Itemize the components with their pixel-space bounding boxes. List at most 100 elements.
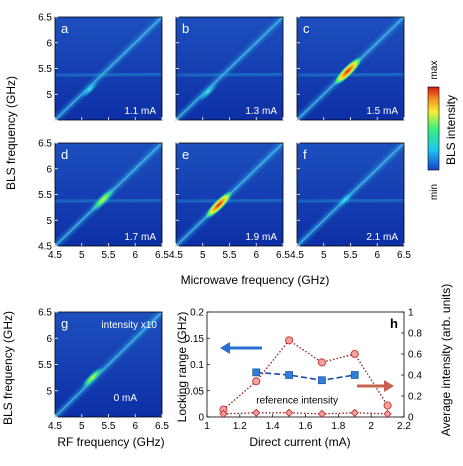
y-tick-label: 6 (46, 164, 52, 175)
current-label: 1.9 mA (245, 232, 277, 243)
locking-blob (81, 366, 104, 389)
map-panel-e: e 1.9 mA 4.5 5 5.5 6 6.5 (169, 142, 290, 261)
panel-letter: e (182, 147, 189, 162)
map-panel-f: f 2.1 mA 4.5 5 5.5 6 6.5 (290, 142, 411, 261)
y2-tick-label: 0 (408, 413, 414, 424)
locking-blob (204, 190, 233, 219)
map-panel-c: c 1.5 mA (296, 16, 405, 121)
y-tick-label: 6.5 (38, 13, 52, 24)
panel-letter: b (182, 21, 189, 36)
current-label: 1.5 mA (366, 106, 398, 117)
map-panel-a: a 1.1 mA 5 5.5 6 6.5 (38, 13, 163, 121)
x-tick-label: 5.5 (223, 250, 237, 261)
y-tick-label: 0.1 (190, 360, 204, 371)
reference-annotation: reference intensity (256, 395, 338, 406)
x-tick-label: 1.8 (331, 421, 345, 432)
map-panels-group: a 1.1 mA 5 5.5 6 6.5 b 1.3 mA c 1.5 mA d 1.7 mA 4.5 5… (38, 13, 411, 262)
x-tick-label: 4.5 (169, 250, 183, 261)
x-tick-label: 5 (79, 421, 85, 432)
reference-intensity-point (252, 408, 261, 417)
x-tick-label: 6 (132, 421, 138, 432)
average-intensity-point (252, 377, 261, 386)
top-ylabel: BLS frequency (GHz) (4, 76, 18, 190)
panel-letter: f (303, 147, 307, 162)
y-tick-label: 6.5 (38, 308, 52, 319)
y2-tick-label: 0.2 (408, 392, 422, 403)
locking-blob (81, 80, 99, 98)
x-tick-label: 5 (321, 250, 327, 261)
h-ylabel2: Average intensity (arb. units) (439, 284, 453, 437)
mode-band (176, 197, 283, 205)
reference-intensity-point (285, 408, 294, 417)
reference-intensity-line (223, 412, 388, 415)
current-label: 2.1 mA (366, 232, 398, 243)
x-tick-label: 6.5 (397, 250, 411, 261)
average-intensity-point (383, 401, 392, 410)
right-axis-arrow (357, 380, 394, 392)
locking-blob (337, 191, 353, 208)
map-panel-d: d 1.7 mA 4.5 5 5.5 6 6.5 4.5 5 5.5 6 6.5 (38, 139, 169, 262)
y-tick-label: 0 (198, 413, 204, 424)
x-tick-label: 6.5 (276, 250, 290, 261)
y-tick-label: 4.5 (38, 242, 52, 253)
average-intensity-line (222, 339, 389, 411)
panel-letter: a (61, 21, 69, 36)
colorbar-max-label: max (429, 61, 440, 80)
x-tick-label: 4.5 (290, 250, 304, 261)
locking-range-point (350, 371, 359, 379)
x-tick-label: 6.5 (155, 250, 169, 261)
y-tick-label: 6.5 (38, 139, 52, 150)
panel-g: g intensity x10 0 mA 5 5.5 6 6.5 4.5 5 5.5 6 6.5 (38, 308, 169, 433)
y-tick-label: 5.5 (38, 190, 52, 201)
h-ylabel: Locking range (GHz) (175, 312, 189, 423)
locking-range-point (318, 376, 326, 385)
reference-intensity-point (383, 409, 392, 418)
x-tick-label: 4.5 (48, 421, 62, 432)
colorbar-min-label: min (429, 184, 440, 200)
h-xlabel: Direct current (mA) (249, 435, 350, 449)
y2-tick-label: 1 (408, 308, 414, 319)
x-tick-label: 5.5 (102, 250, 116, 261)
x-tick-label: 5 (200, 250, 206, 261)
x-tick-label: 1 (204, 421, 210, 432)
mode-band (55, 197, 162, 205)
reference-intensity-point (317, 409, 326, 418)
colorbar: max min BLS intensity (427, 61, 458, 200)
y2-tick-label: 0.6 (408, 350, 422, 361)
x-tick-label: 1.4 (266, 421, 280, 432)
x-tick-label: 6.5 (155, 421, 169, 432)
reference-intensity-point (219, 409, 228, 418)
plot-frame (206, 311, 405, 418)
mode-band (55, 71, 162, 79)
current-label: 0 mA (114, 393, 138, 404)
locking-range-point (285, 371, 293, 379)
x-tick-label: 4.5 (48, 250, 62, 261)
diagonal-core (176, 17, 283, 120)
map-panel-b: b 1.3 mA (175, 16, 284, 121)
panel-letter: d (61, 147, 68, 162)
current-label: 1.3 mA (245, 106, 277, 117)
locking-blob (198, 82, 218, 102)
y-tick-label: 6 (46, 334, 52, 345)
intensity-note: intensity x10 (101, 320, 157, 331)
locking-range-point (252, 368, 261, 377)
x-tick-label: 2 (368, 421, 374, 432)
current-label: 1.7 mA (124, 232, 156, 243)
y-tick-label: 0.2 (190, 308, 204, 319)
reference-intensity-point (350, 408, 359, 417)
y-tick-label: 5.5 (38, 360, 52, 371)
average-intensity-point (317, 358, 326, 367)
y-tick-label: 5 (46, 90, 52, 101)
x-tick-label: 1.6 (299, 421, 313, 432)
x-tick-label: 6 (132, 250, 138, 261)
panel-letter: h (390, 316, 398, 331)
average-intensity-point (285, 336, 294, 345)
x-tick-label: 6 (253, 250, 259, 261)
g-xlabel: RF frequency (GHz) (57, 435, 164, 449)
top-xlabel: Microwave frequency (GHz) (181, 273, 330, 287)
x-tick-label: 2.2 (397, 421, 411, 432)
colorbar-title: BLS intensity (444, 95, 458, 165)
x-tick-label: 5.5 (344, 250, 358, 261)
panel-letter: c (303, 21, 310, 36)
